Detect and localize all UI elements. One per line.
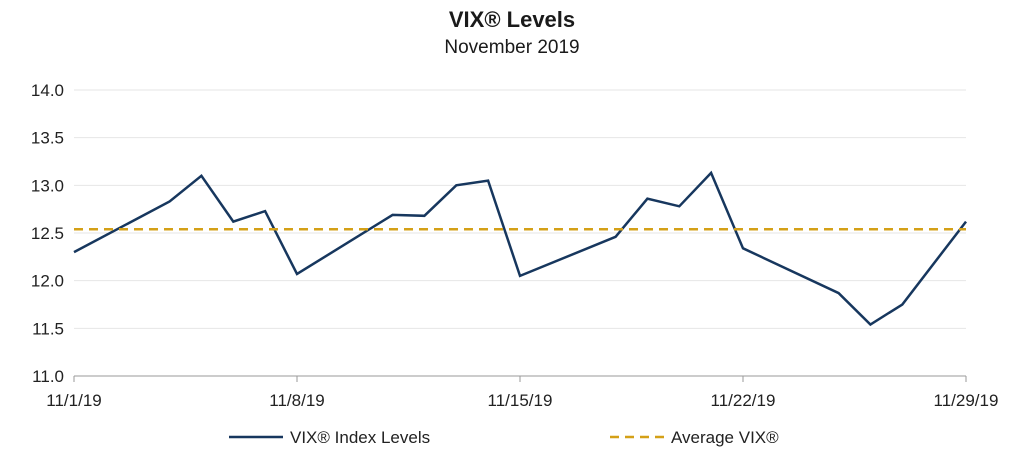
- x-tick-label: 11/1/19: [46, 391, 101, 410]
- y-tick-label: 12.5: [31, 224, 64, 243]
- x-tick-label: 11/8/19: [269, 391, 324, 410]
- y-tick-label: 14.0: [31, 81, 64, 100]
- vix-index-line: [73, 170, 967, 327]
- y-tick-label: 11.5: [32, 319, 64, 338]
- y-tick-label: 13.0: [31, 176, 64, 195]
- y-tick-label: 13.5: [31, 129, 64, 148]
- grid-layer: [74, 89, 966, 329]
- legend-label: VIX® Index Levels: [290, 428, 430, 447]
- y-tick-label: 11.0: [32, 367, 64, 386]
- chart-title: VIX® Levels: [449, 7, 575, 32]
- chart-subtitle: November 2019: [444, 37, 579, 58]
- legend-item: VIX® Index Levels: [229, 428, 430, 447]
- axis-layer: 14.0 13.5 13.0 12.5 12.0 11.5 11.0 11/1/19 11/8/…: [31, 81, 999, 410]
- legend: VIX® Index Levels Average VIX®: [229, 428, 779, 447]
- x-tick-label: 11/29/19: [934, 391, 999, 410]
- series-layer: [73, 170, 967, 327]
- x-tick-label: 11/15/19: [488, 391, 553, 410]
- x-tick-label: 11/22/19: [711, 391, 776, 410]
- legend-label: Average VIX®: [671, 428, 779, 447]
- legend-item: Average VIX®: [610, 428, 779, 447]
- y-tick-label: 12.0: [31, 272, 64, 291]
